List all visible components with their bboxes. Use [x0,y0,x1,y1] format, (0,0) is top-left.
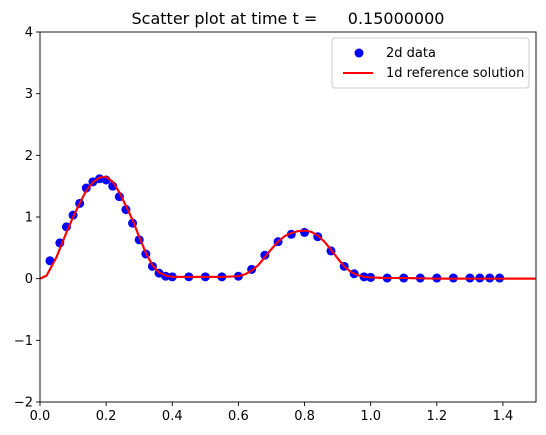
x-tick-label: 0.4 [162,409,183,424]
x-axis: 0.0 0.2 0.4 0.6 0.8 1.0 1.2 1.4 [30,402,514,424]
legend: 2d data 1d reference solution [331,37,530,89]
x-tick-label: 1.4 [493,409,514,424]
y-tick-label: 1 [25,211,33,226]
y-axis: −2 −1 0 1 2 3 4 [14,26,40,411]
series-line-1d-reference [40,175,536,280]
y-tick-label: 4 [25,26,33,41]
data-point-2d [300,227,310,237]
y-tick-label: 0 [25,272,33,287]
legend-box [331,37,530,89]
legend-label-2d-data: 2d data [386,46,436,61]
x-tick-label: 0.0 [30,409,51,424]
chart-title: Scatter plot at time t = 0.15000000 [132,9,445,28]
plot-area [40,174,536,283]
y-tick-label: 2 [25,149,33,164]
x-tick-label: 1.0 [360,409,381,424]
series-line-1d-reference-overlay [40,175,536,280]
legend-marker-2d-data [354,48,364,58]
y-tick-label: −2 [14,396,33,411]
x-tick-label: 0.6 [228,409,249,424]
x-tick-label: 0.2 [96,409,117,424]
legend-label-1d-reference: 1d reference solution [386,66,524,81]
y-tick-label: −1 [14,334,33,349]
y-tick-label: 3 [25,87,33,102]
data-point-2d [81,183,91,193]
x-tick-label: 0.8 [294,409,315,424]
data-point-2d [45,256,55,266]
x-tick-label: 1.2 [426,409,447,424]
